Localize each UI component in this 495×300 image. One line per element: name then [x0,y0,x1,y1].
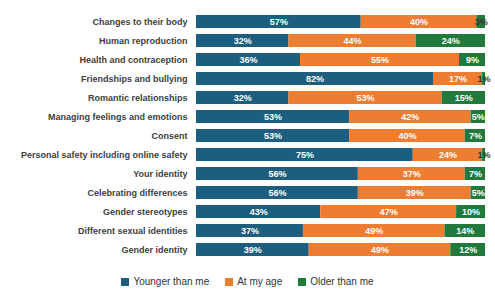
svg-text:1%: 1% [478,74,491,84]
svg-text:55%: 55% [371,55,389,65]
svg-text:75%: 75% [296,150,314,160]
svg-text:57%: 57% [270,17,288,27]
svg-text:5%: 5% [472,188,485,198]
svg-text:Health and contraception: Health and contraception [79,55,187,65]
svg-text:40%: 40% [410,17,428,27]
svg-text:7%: 7% [469,131,482,141]
svg-text:Gender stereotypes: Gender stereotypes [103,207,188,217]
svg-text:82%: 82% [306,74,324,84]
svg-text:Personal safety including onli: Personal safety including online safety [21,150,188,160]
svg-text:Friendships and bullying: Friendships and bullying [81,74,188,84]
svg-text:39%: 39% [244,245,262,255]
html-text:Older than me: Older than me [310,276,374,287]
svg-text:24%: 24% [439,150,457,160]
svg-text:Different sexual identities: Different sexual identities [78,226,188,236]
svg-text:12%: 12% [459,245,477,255]
svg-text:Celebrating differences: Celebrating differences [87,188,187,198]
svg-text:Managing feelings and emotions: Managing feelings and emotions [48,112,188,122]
svg-text:24%: 24% [442,36,460,46]
svg-text:37%: 37% [241,226,259,236]
svg-text:53%: 53% [264,131,282,141]
svg-text:Gender identity: Gender identity [121,245,187,255]
svg-text:7%: 7% [469,169,482,179]
svg-text:Changes to their body: Changes to their body [92,17,187,27]
svg-text:Consent: Consent [152,131,188,141]
svg-text:49%: 49% [371,245,389,255]
svg-text:36%: 36% [240,55,258,65]
svg-text:44%: 44% [344,36,362,46]
html-text:Younger than me: Younger than me [133,276,210,287]
svg-text:Romantic relationships: Romantic relationships [88,93,188,103]
svg-text:14%: 14% [456,226,474,236]
svg-text:39%: 39% [406,188,424,198]
svg-text:43%: 43% [250,207,268,217]
svg-text:Your identity: Your identity [133,169,187,179]
svg-text:49%: 49% [365,226,383,236]
svg-text:Human reproduction: Human reproduction [99,36,188,46]
svg-text:15%: 15% [455,93,473,103]
svg-text:32%: 32% [234,93,252,103]
svg-text:53%: 53% [264,112,282,122]
svg-text:40%: 40% [398,131,416,141]
svg-text:56%: 56% [268,188,286,198]
svg-text:56%: 56% [268,169,286,179]
svg-text:17%: 17% [449,74,467,84]
svg-text:10%: 10% [462,207,480,217]
svg-text:9%: 9% [466,55,479,65]
svg-text:3%: 3% [475,17,488,27]
svg-text:47%: 47% [380,207,398,217]
svg-text:37%: 37% [403,169,421,179]
svg-text:53%: 53% [357,93,375,103]
svg-text:32%: 32% [234,36,252,46]
svg-text:5%: 5% [472,112,485,122]
svg-text:1%: 1% [478,150,491,160]
html-text:At my age: At my age [237,276,283,287]
svg-text:42%: 42% [401,112,419,122]
